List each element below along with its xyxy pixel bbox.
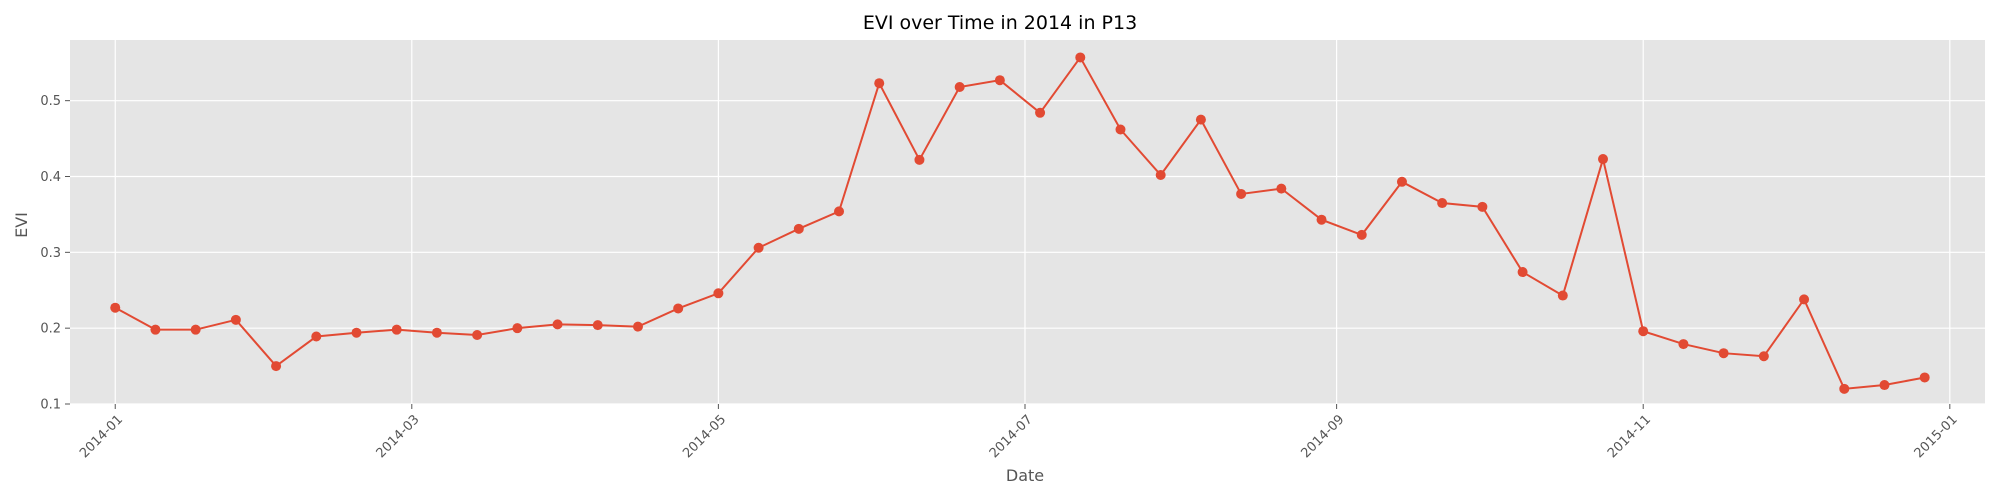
y-tick-label: 0.4 [40, 170, 61, 185]
data-point [834, 206, 845, 217]
x-tick-label: 2015-01 [1912, 412, 1961, 461]
data-point [311, 331, 322, 342]
data-point [632, 321, 643, 332]
y-axis-label: EVI [12, 212, 31, 238]
series-layer [110, 52, 1930, 394]
data-point [1075, 52, 1086, 63]
data-point [1638, 326, 1649, 337]
y-tick-label: 0.3 [40, 246, 61, 261]
data-point [150, 324, 161, 335]
data-point [1718, 348, 1729, 359]
data-point [1557, 290, 1568, 301]
data-point [1356, 229, 1367, 240]
data-point [271, 361, 282, 372]
x-tick-label: 2014-11 [1605, 412, 1654, 461]
y-tick-label: 0.2 [40, 322, 61, 337]
data-point [1517, 267, 1528, 278]
data-point [1155, 169, 1166, 180]
data-point [874, 78, 885, 89]
data-point [713, 288, 724, 299]
x-tick-label: 2014-07 [987, 412, 1036, 461]
y-tick-label: 0.5 [40, 94, 61, 109]
x-tick-label: 2014-09 [1298, 412, 1347, 461]
data-point [1195, 114, 1206, 125]
data-point [1276, 183, 1287, 194]
data-point [351, 327, 362, 338]
data-point [1236, 188, 1247, 199]
data-point [1799, 294, 1810, 305]
x-tick-label: 2014-03 [374, 412, 423, 461]
data-point [190, 324, 201, 335]
x-tick-label: 2014-05 [680, 412, 729, 461]
data-point [1477, 201, 1488, 212]
data-point [1396, 176, 1407, 187]
data-point [552, 319, 563, 330]
data-point [1879, 380, 1890, 391]
data-point [110, 302, 121, 313]
series-line [114, 55, 1925, 390]
data-point [914, 154, 925, 165]
data-point [431, 327, 442, 338]
data-point [472, 329, 483, 340]
data-point [230, 314, 241, 325]
grid-layer [70, 40, 1985, 405]
data-point [592, 320, 603, 331]
data-point [1437, 198, 1448, 209]
x-tick-label: 2014-01 [77, 412, 126, 461]
data-point [673, 303, 684, 314]
data-point [793, 223, 804, 234]
data-point [1678, 339, 1689, 350]
chart-title: EVI over Time in 2014 in P13 [863, 12, 1137, 34]
data-point [512, 323, 523, 334]
data-point [1839, 383, 1850, 394]
data-point [1919, 372, 1930, 383]
data-point [994, 75, 1005, 86]
x-axis-label: Date [1006, 466, 1044, 485]
data-point [1598, 154, 1609, 165]
data-point [753, 242, 764, 253]
data-point [1035, 107, 1046, 118]
y-tick-label: 0.1 [40, 398, 61, 413]
data-point [1115, 124, 1126, 135]
data-point [391, 324, 402, 335]
plot-area [70, 40, 1985, 404]
data-point [1316, 214, 1327, 225]
data-point [954, 82, 965, 93]
data-point [1758, 351, 1769, 362]
